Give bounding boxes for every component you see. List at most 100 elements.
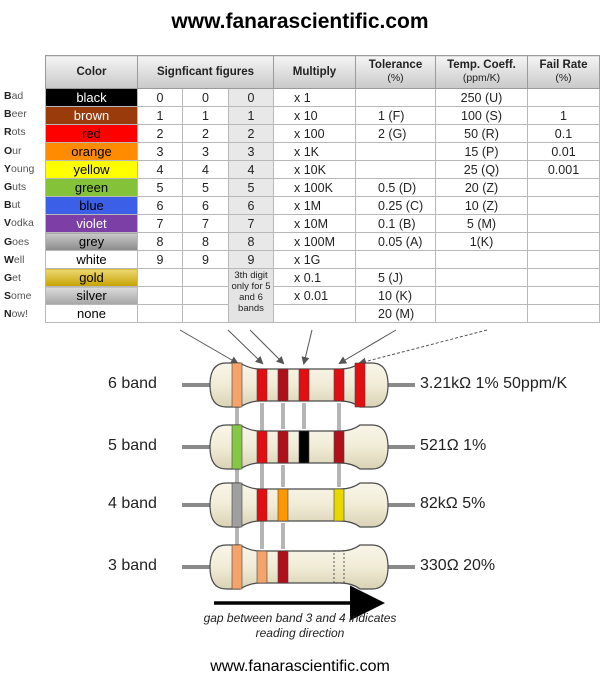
color-swatch: green bbox=[45, 178, 138, 197]
temp-coeff-cell: 10 (Z) bbox=[435, 196, 528, 215]
mnemonic-initial: S bbox=[4, 290, 12, 303]
mnemonic-word: Rots bbox=[4, 126, 46, 138]
resistor bbox=[182, 362, 415, 408]
connector-line bbox=[227, 329, 264, 365]
table-row: black 0 0 0 x 1 250 (U) bbox=[45, 88, 600, 107]
tolerance-cell: 0.5 (D) bbox=[355, 178, 436, 197]
color-band bbox=[277, 368, 289, 402]
table-row: gold 3th digit only for 5 and 6 bands x 0.… bbox=[45, 268, 600, 323]
resistor-value-label: 521Ω 1% bbox=[420, 437, 487, 454]
mnemonic-rest: ell bbox=[13, 253, 25, 266]
header-temp-label: Temp. Coeff. bbox=[447, 59, 516, 71]
mnemonic-word: Get bbox=[4, 272, 46, 284]
table-row: violet 7 7 7 x 10M 0.1 (B) 5 (M) bbox=[45, 214, 600, 233]
mnemonic-initial: W bbox=[4, 253, 14, 266]
color-band bbox=[256, 368, 268, 402]
header-fail-rate: Fail Rate (%) bbox=[527, 55, 600, 89]
table-row: blue 6 6 6 x 1M 0.25 (C) 10 (Z) bbox=[45, 196, 600, 215]
multiplier-cell: x 100K bbox=[273, 178, 356, 197]
header-multiply: Multiply bbox=[273, 55, 356, 89]
color-band bbox=[333, 368, 345, 402]
mnemonic-rest: odka bbox=[11, 217, 34, 230]
temp-coeff-cell: 250 (U) bbox=[435, 88, 528, 107]
header-temp-unit: (ppm/K) bbox=[462, 72, 501, 84]
digit3-cell: 8 bbox=[228, 232, 274, 251]
multiplier-cell: x 0.01 bbox=[273, 286, 356, 305]
header-fail-unit: (%) bbox=[555, 72, 572, 84]
resistor-value-label: 330Ω 20% bbox=[420, 557, 496, 574]
color-band bbox=[256, 488, 268, 522]
color-band bbox=[231, 482, 243, 528]
color-swatch: violet bbox=[45, 214, 138, 233]
color-band bbox=[277, 488, 289, 522]
header-significant: Signficant figures bbox=[137, 55, 274, 89]
band-count-label: 6 band bbox=[108, 375, 157, 392]
resistor bbox=[182, 544, 415, 590]
color-swatch: none bbox=[45, 304, 138, 323]
multiplier-cell: x 1 bbox=[273, 88, 356, 107]
mnemonic-initial: R bbox=[4, 126, 12, 139]
color-swatch: gold bbox=[45, 268, 138, 287]
color-band bbox=[277, 550, 289, 584]
color-band bbox=[256, 430, 268, 464]
color-swatch: grey bbox=[45, 232, 138, 251]
table-row: green 5 5 5 x 100K 0.5 (D) 20 (Z) bbox=[45, 178, 600, 197]
color-swatch: yellow bbox=[45, 160, 138, 179]
digit3-cell: 4 bbox=[228, 160, 274, 179]
color-swatch: brown bbox=[45, 106, 138, 125]
digit3-cell: 0 bbox=[228, 88, 274, 107]
resistor-group bbox=[182, 362, 415, 590]
color-band bbox=[277, 430, 289, 464]
mnemonic-word: But bbox=[4, 199, 46, 211]
mnemonic-initial: V bbox=[4, 217, 12, 230]
fail-rate-cell bbox=[527, 304, 600, 323]
table-row: red 2 2 2 x 100 2 (G) 50 (R) 0.1 bbox=[45, 124, 600, 143]
color-band bbox=[231, 424, 243, 470]
site-footer: www.fanarascientific.com bbox=[210, 658, 390, 675]
color-band bbox=[298, 430, 310, 464]
table-row: white 9 9 9 x 1G bbox=[45, 250, 600, 269]
temp-coeff-cell: 100 (S) bbox=[435, 106, 528, 125]
mnemonic-word: Young bbox=[4, 163, 46, 175]
header-tolerance-label: Tolerance bbox=[368, 59, 423, 71]
connector-line bbox=[179, 329, 239, 365]
mnemonic-word: Guts bbox=[4, 181, 46, 193]
mnemonic-initial: G bbox=[4, 235, 13, 248]
mnemonic-initial: B bbox=[4, 199, 12, 212]
mnemonic-rest: ow! bbox=[11, 308, 28, 321]
digit3-cell: 7 bbox=[228, 214, 274, 233]
resistor bbox=[182, 482, 415, 528]
connector-line bbox=[358, 329, 488, 366]
color-band bbox=[354, 362, 366, 408]
mnemonic-word: Goes bbox=[4, 236, 46, 248]
mnemonic-rest: ad bbox=[11, 90, 24, 102]
tolerance-cell: 20 (M) bbox=[355, 304, 436, 323]
reading-direction-note: gap between band 3 and 4 indicates readi… bbox=[203, 611, 397, 640]
digit3-cell: 3 bbox=[228, 142, 274, 161]
digit3-cell: 9 bbox=[228, 250, 274, 269]
mnemonic-word: Beer bbox=[4, 108, 46, 120]
resistor bbox=[182, 424, 415, 470]
table-row: orange 3 3 3 x 1K 15 (P) 0.01 bbox=[45, 142, 600, 161]
mnemonic-word: Well bbox=[4, 254, 46, 266]
mnemonic-initial: G bbox=[4, 272, 13, 284]
mnemonic-rest: ut bbox=[11, 199, 21, 212]
mnemonic-word: Bad bbox=[4, 90, 46, 102]
header-temp: Temp. Coeff. (ppm/K) bbox=[435, 55, 528, 89]
mnemonic-initial: B bbox=[4, 108, 12, 121]
color-band bbox=[333, 488, 345, 522]
mnemonic-word: Some bbox=[4, 290, 46, 302]
third-digit-note: 3th digit only for 5 and 6 bands bbox=[228, 268, 274, 323]
mnemonic-rest: ome bbox=[11, 290, 32, 303]
mnemonic-initial: G bbox=[4, 181, 13, 193]
connector-line bbox=[301, 329, 313, 365]
digit2-cell bbox=[182, 304, 229, 323]
temp-coeff-cell: 20 (Z) bbox=[435, 178, 528, 197]
band-count-label: 5 band bbox=[108, 437, 157, 454]
table-row: none 20 (M) bbox=[45, 304, 600, 323]
mnemonic-word: Our bbox=[4, 145, 46, 157]
header-fail-label: Fail Rate bbox=[539, 59, 588, 71]
band-count-label: 4 band bbox=[108, 495, 157, 512]
mnemonic-word: Now! bbox=[4, 308, 46, 320]
site-title: www.fanarascientific.com bbox=[171, 10, 429, 33]
